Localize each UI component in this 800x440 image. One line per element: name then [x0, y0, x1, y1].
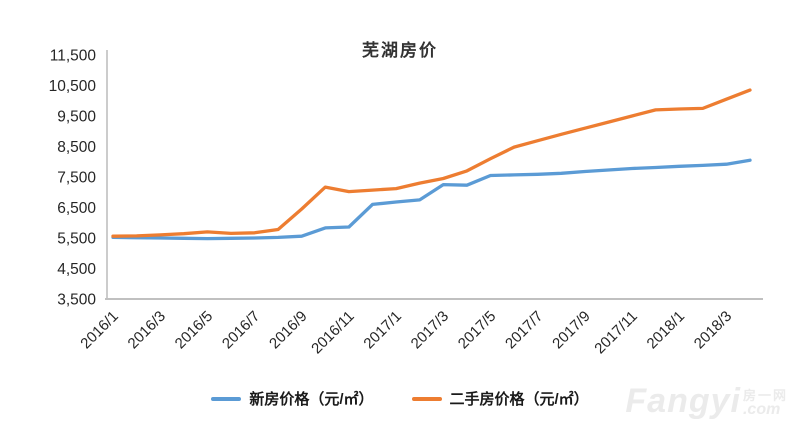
x-axis-tick-label: 2017/3	[408, 308, 452, 352]
x-axis-tick-label: 2018/3	[691, 308, 735, 352]
x-axis-tick-label: 2016/9	[266, 308, 310, 352]
legend-label-second-hand: 二手房价格（元/㎡）	[449, 391, 589, 408]
y-axis-tick-label: 5,500	[57, 231, 96, 248]
second-hand-price-line	[111, 88, 752, 238]
new-home-line-swatch	[211, 396, 242, 401]
y-axis-tick-label: 3,500	[57, 292, 96, 309]
y-axis-tick-label: 4,500	[57, 261, 96, 278]
legend-item-second-hand: 二手房价格（元/㎡）	[411, 388, 589, 409]
x-axis-tick-label: 2016/5	[172, 308, 216, 352]
chart-legend: 新房价格（元/㎡） 二手房价格（元/㎡）	[0, 388, 800, 409]
watermark-cjk-text: 房一网	[742, 388, 788, 403]
y-axis-tick-label: 11,500	[50, 48, 97, 65]
legend-label-new-home: 新房价格（元/㎡）	[249, 391, 374, 408]
watermark-side: 房一网 .com	[743, 389, 788, 418]
y-axis-tick-label: 8,500	[57, 139, 96, 156]
y-axis-tick-label: 9,500	[57, 109, 96, 126]
y-axis-tick-label: 7,500	[57, 170, 96, 187]
new-home-price-line	[111, 158, 752, 241]
y-axis-tick-label: 10,500	[49, 78, 97, 95]
x-axis-tick-label: 2016/11	[308, 308, 358, 358]
x-axis-tick-label: 2017/1	[360, 308, 404, 352]
x-axis-tick-label: 2016/7	[219, 308, 263, 352]
x-axis-tick-label: 2016/3	[125, 308, 169, 352]
watermark-com-text: .com	[742, 401, 781, 418]
x-axis-tick-label: 2017/5	[455, 308, 499, 352]
second-hand-line-swatch	[411, 396, 442, 401]
chart-title: 芜湖房价	[362, 41, 438, 60]
watermark-main-text: Fangyi	[625, 382, 741, 420]
x-axis-tick-label: 2017/7	[502, 308, 546, 352]
x-axis-tick-label: 2018/1	[644, 308, 688, 352]
x-axis-tick-label: 2016/1	[77, 308, 121, 352]
watermark-logo: Fangyi 房一网 .com	[625, 384, 788, 418]
x-axis-tick-label: 2017/11	[591, 308, 641, 358]
legend-item-new-home: 新房价格（元/㎡）	[211, 388, 374, 409]
y-axis-tick-label: 6,500	[57, 200, 96, 217]
x-axis-tick-label: 2017/9	[549, 308, 593, 352]
